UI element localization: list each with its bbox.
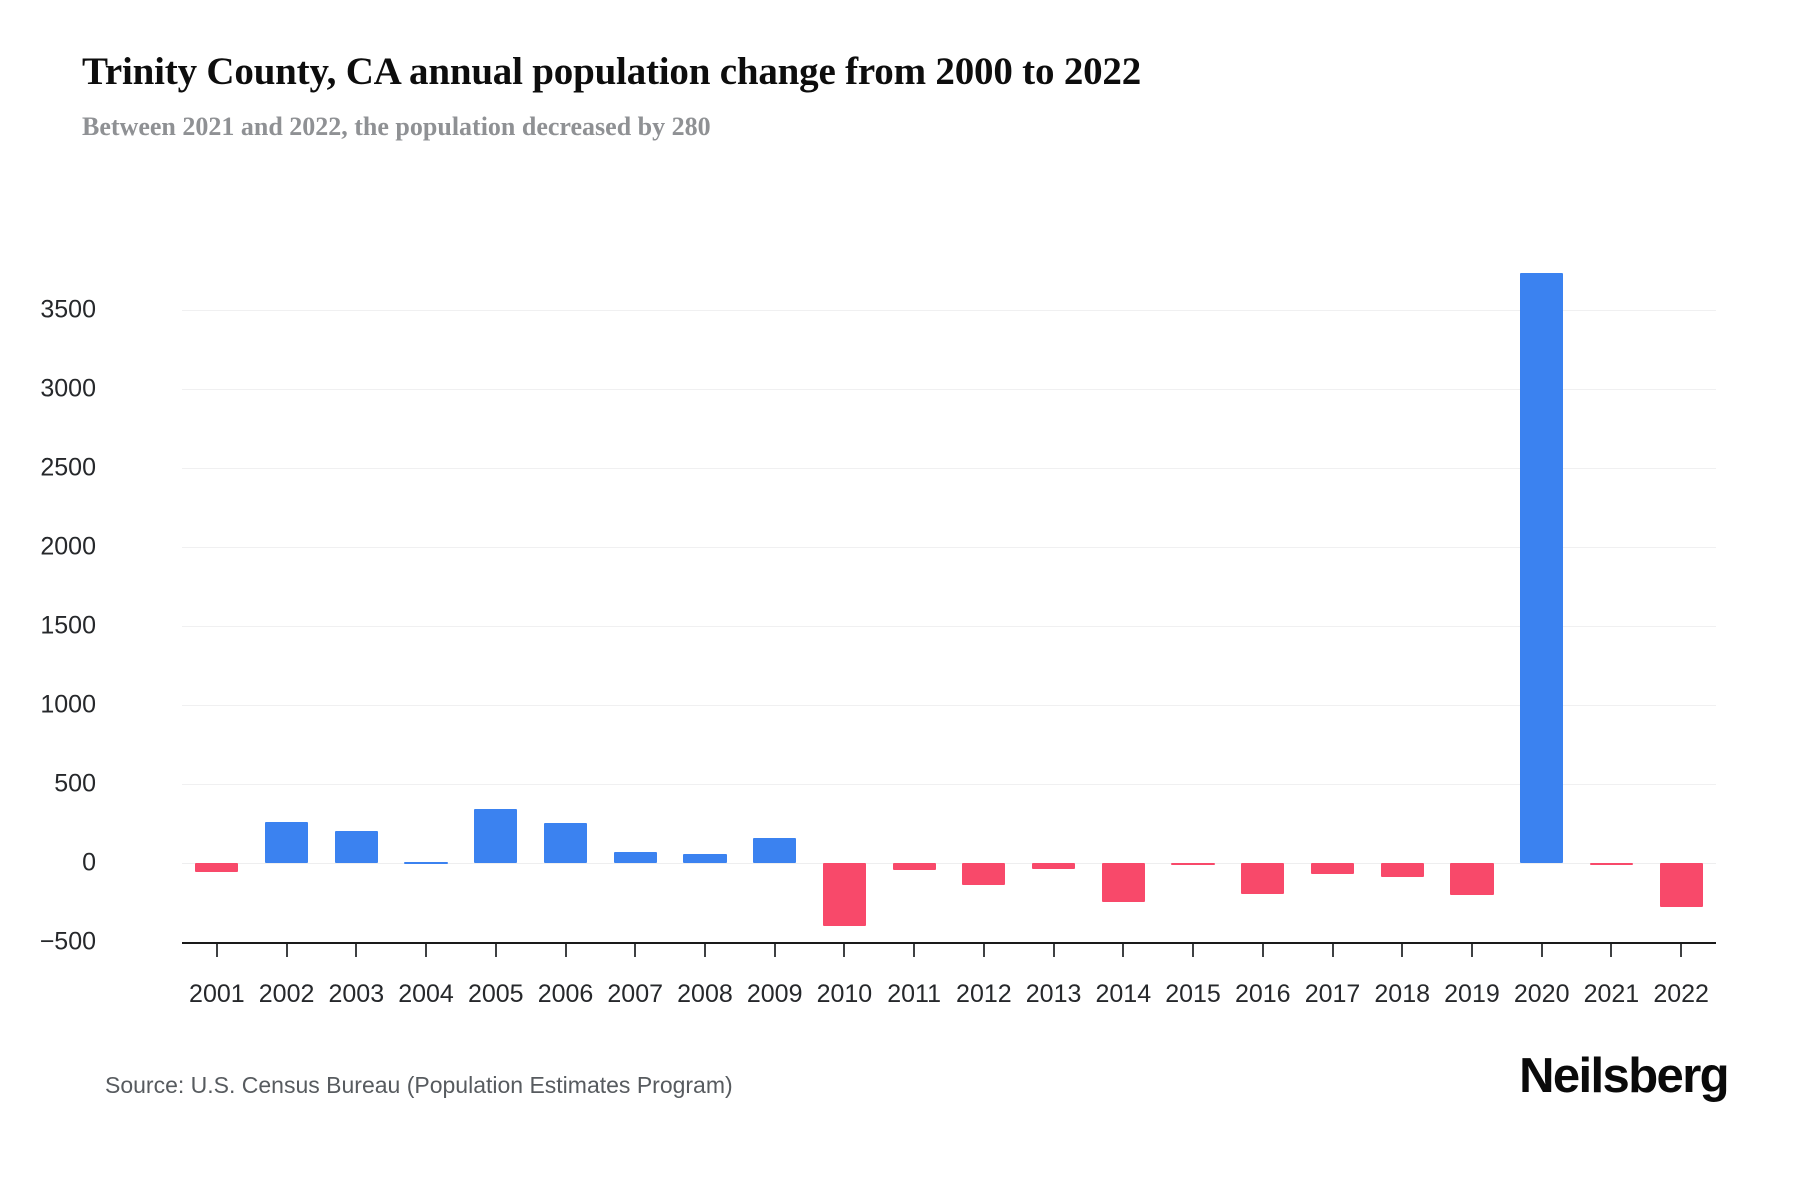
bar-2013[interactable] [1031,862,1076,870]
x-axis-tick-mark [285,944,288,957]
zero-line [182,862,1716,864]
bar-2017[interactable] [1310,862,1355,874]
chart-area: 3500 3000 2500 2000 1500 1000 500 0 −500 2001 2002… [0,250,1800,1010]
x-axis-line [182,942,1716,944]
page-title: Trinity County, CA annual population cha… [82,50,1142,93]
x-axis-tick-label: 2018 [1374,980,1431,1008]
bar-2019[interactable] [1450,862,1494,896]
bar-2022[interactable] [1659,862,1703,908]
bar-2018[interactable] [1380,862,1424,878]
x-axis-tick-mark [843,944,846,957]
x-axis-tick-mark [1610,944,1613,957]
bar-2020[interactable] [1520,273,1564,863]
x-axis-tick-mark [1680,944,1683,957]
x-axis-tick-mark [913,944,916,957]
x-axis-tick-label: 2017 [1304,980,1361,1008]
bar-2015[interactable] [1171,862,1215,866]
gridline [182,625,1716,627]
brand-logo: Neilsberg [1519,1049,1730,1103]
x-axis-tick-label: 2016 [1234,980,1291,1008]
x-axis-tick-mark [1401,944,1404,957]
x-axis-tick-label: 2006 [537,980,594,1008]
x-axis-tick-label: 2015 [1165,980,1221,1008]
bar-2004[interactable] [404,862,448,865]
chart-subtitle: Between 2021 and 2022, the population de… [82,112,711,141]
bar-2009[interactable] [753,837,797,863]
gridline [182,388,1716,390]
x-axis-tick-mark [1052,944,1055,957]
x-axis-tick-label: 2011 [887,980,942,1008]
x-axis-tick-mark [1192,944,1195,957]
y-axis-tick-label: 500 [54,769,96,798]
x-axis-tick-mark [355,944,358,957]
bar-2005[interactable] [474,809,518,863]
x-axis-tick-mark [773,944,776,957]
y-axis-tick-label: 1000 [40,690,96,719]
x-axis-tick-label: 2003 [328,980,385,1008]
y-axis-tick-label: 0 [82,848,96,877]
x-axis-tick-label: 2005 [467,980,524,1008]
y-axis-tick-label: 3500 [40,295,96,324]
gridline [182,467,1716,469]
x-axis-tick-label: 2020 [1513,980,1570,1008]
x-axis-tick-label: 2008 [677,980,733,1008]
chart-header: Trinity County, CA annual population cha… [82,48,1722,144]
x-axis-tick-label: 2001 [189,980,245,1008]
bar-2014[interactable] [1101,862,1145,903]
y-axis-tick-label: 2500 [40,453,96,482]
y-axis-tick-label: 2000 [40,532,96,561]
bar-2001[interactable] [195,862,239,873]
x-axis-tick-mark [425,944,428,957]
bar-2003[interactable] [334,830,378,863]
bar-2006[interactable] [543,823,588,863]
gridline [182,309,1716,311]
x-axis-tick-mark [982,944,985,957]
bar-2012[interactable] [962,862,1006,886]
gridline [182,546,1716,548]
bar-2011[interactable] [892,862,936,871]
x-axis-tick-mark [634,944,637,957]
y-axis-tick-label: 3000 [40,374,96,403]
x-axis-tick-mark [703,944,706,957]
x-axis-tick-mark [494,944,497,957]
x-axis-tick-mark [1122,944,1125,957]
x-axis-tick-label: 2012 [956,980,1012,1008]
x-axis-tick-label: 2002 [258,980,315,1008]
x-axis-tick-mark [215,944,218,957]
y-axis-tick-label: −500 [39,927,96,956]
x-axis-tick-label: 2010 [816,980,873,1008]
x-axis-tick-mark [1261,944,1264,957]
x-axis-tick-mark [1540,944,1543,957]
x-axis-tick-label: 2019 [1444,980,1500,1008]
x-axis-tick-label: 2021 [1583,980,1640,1008]
bar-2008[interactable] [683,854,727,863]
bar-2016[interactable] [1241,862,1285,894]
x-axis-tick-label: 2014 [1095,980,1152,1008]
gridline [182,704,1716,706]
source-note: Source: U.S. Census Bureau (Population E… [105,1072,733,1098]
gridline [182,783,1716,785]
x-axis-tick-label: 2009 [746,980,803,1008]
x-axis-tick-label: 2004 [398,980,454,1008]
x-axis-tick-label: 2007 [607,980,664,1008]
bar-2002[interactable] [264,821,309,863]
bar-2007[interactable] [613,851,657,863]
y-axis-tick-label: 1500 [40,611,96,640]
x-axis-tick-label: 2022 [1653,980,1709,1008]
plot-canvas: 3500 3000 2500 2000 1500 1000 500 0 −500 2001 2002… [40,270,1716,1008]
bar-2010[interactable] [822,862,866,927]
x-axis-tick-mark [564,944,567,957]
bar-2021[interactable] [1589,862,1633,866]
x-axis-tick-label: 2013 [1025,980,1082,1008]
x-axis-tick-mark [1331,944,1334,957]
x-axis-tick-mark [1470,944,1473,957]
